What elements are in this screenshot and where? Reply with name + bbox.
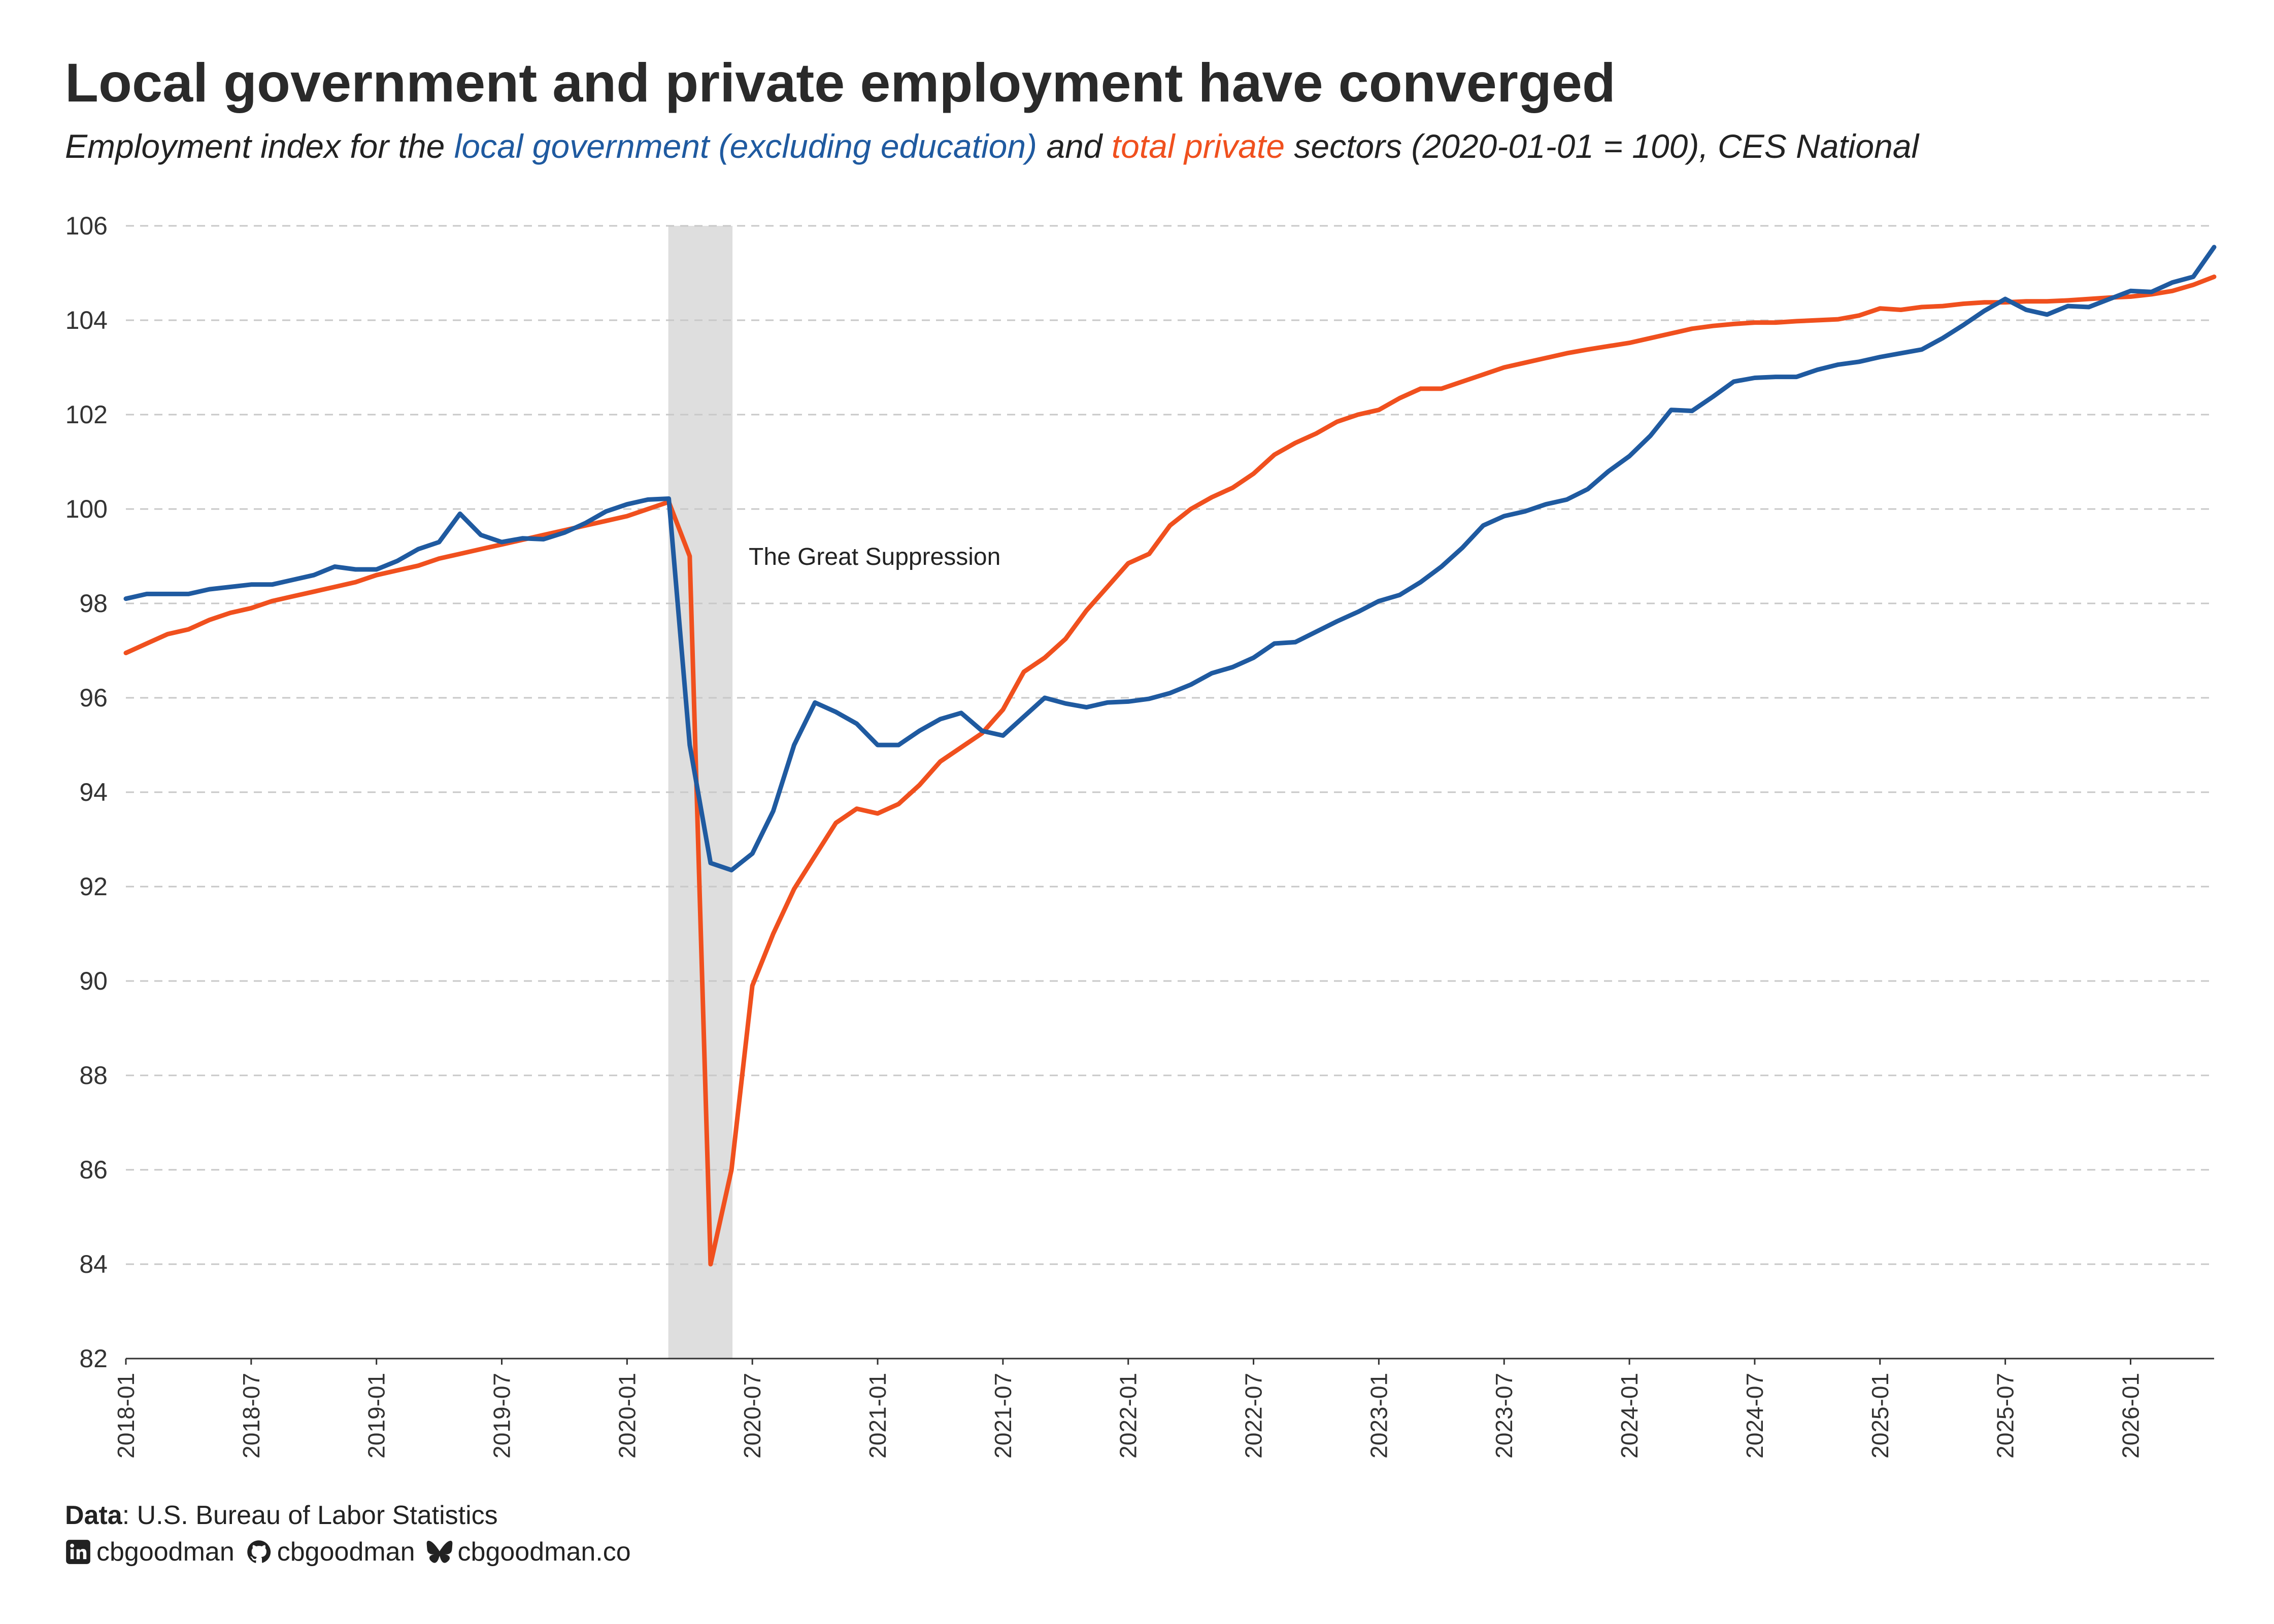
y-tick-label: 96 xyxy=(79,684,108,712)
y-tick-label: 94 xyxy=(79,778,108,806)
x-tick-label: 2021-01 xyxy=(864,1373,891,1459)
x-tick-label: 2025-01 xyxy=(1867,1373,1893,1459)
y-tick-label: 88 xyxy=(79,1061,108,1090)
x-tick-label: 2022-01 xyxy=(1115,1373,1142,1459)
x-tick-label: 2024-01 xyxy=(1616,1373,1643,1459)
y-tick-label: 84 xyxy=(79,1250,108,1278)
y-tick-label: 86 xyxy=(79,1156,108,1184)
label-layer: The Great Suppression xyxy=(749,544,1000,570)
subtitle-prefix: Employment index for the xyxy=(65,127,454,165)
y-tick-label: 102 xyxy=(65,400,108,429)
y-tick-label: 82 xyxy=(79,1344,108,1373)
x-tick-label: 2019-07 xyxy=(489,1373,515,1459)
bluesky-handle[interactable]: cbgoodman.co xyxy=(457,1537,631,1567)
series-line-private xyxy=(123,274,2217,1267)
series-layer xyxy=(123,245,2217,1267)
y-tick-label: 100 xyxy=(65,495,108,523)
series-line-local-government xyxy=(123,245,2217,872)
x-tick-label: 2023-07 xyxy=(1491,1373,1517,1459)
x-tick-label: 2019-01 xyxy=(363,1373,390,1459)
data-label: Data xyxy=(65,1501,122,1530)
github-handle[interactable]: cbgoodman xyxy=(277,1537,415,1567)
data-source-line: Data: U.S. Bureau of Labor Statistics xyxy=(65,1497,631,1534)
subtitle-suffix: sectors (2020-01-01 = 100), CES National xyxy=(1285,127,1919,165)
footer: Data: U.S. Bureau of Labor Statistics cb… xyxy=(65,1497,631,1570)
x-tick-label: 2026-01 xyxy=(2117,1373,2144,1459)
github-icon[interactable] xyxy=(246,1539,272,1565)
subtitle-series-private: total private xyxy=(1111,127,1285,165)
x-tick-label: 2025-07 xyxy=(1992,1373,2019,1459)
linkedin-handle[interactable]: cbgoodman xyxy=(96,1537,235,1567)
y-tick-label: 92 xyxy=(79,872,108,901)
shaded-region-label: The Great Suppression xyxy=(749,544,1000,570)
x-tick-label: 2020-07 xyxy=(739,1373,765,1459)
data-source: : U.S. Bureau of Labor Statistics xyxy=(122,1501,498,1530)
x-tick-label: 2020-01 xyxy=(614,1373,640,1459)
x-tick-label: 2018-07 xyxy=(238,1373,264,1459)
y-tick-label: 90 xyxy=(79,967,108,995)
x-tick-label: 2023-01 xyxy=(1365,1373,1392,1459)
y-tick-label: 106 xyxy=(65,212,108,240)
axis-layer: 82 84 86 88 90 92 94 96 98 100 102 104 106 2018-01 201… xyxy=(65,212,2214,1459)
x-tick-label: 2021-07 xyxy=(990,1373,1016,1459)
x-tick-label: 2018-01 xyxy=(113,1373,139,1459)
chart-subtitle: Employment index for the local governmen… xyxy=(65,127,1919,165)
subtitle-middle: and xyxy=(1037,127,1112,165)
handles-line: cbgoodman cbgoodman cbgoodman.co xyxy=(65,1534,631,1570)
grid-layer xyxy=(126,225,2214,1265)
x-tick-label: 2022-07 xyxy=(1241,1373,1267,1459)
linkedin-icon[interactable] xyxy=(65,1539,91,1565)
x-tick-label: 2024-07 xyxy=(1742,1373,1768,1459)
y-tick-label: 104 xyxy=(65,306,108,334)
y-tick-label: 98 xyxy=(79,589,108,618)
chart-title: Local government and private employment … xyxy=(65,52,1616,113)
subtitle-series-local-gov: local government (excluding education) xyxy=(454,127,1038,165)
bluesky-icon[interactable] xyxy=(426,1539,453,1565)
